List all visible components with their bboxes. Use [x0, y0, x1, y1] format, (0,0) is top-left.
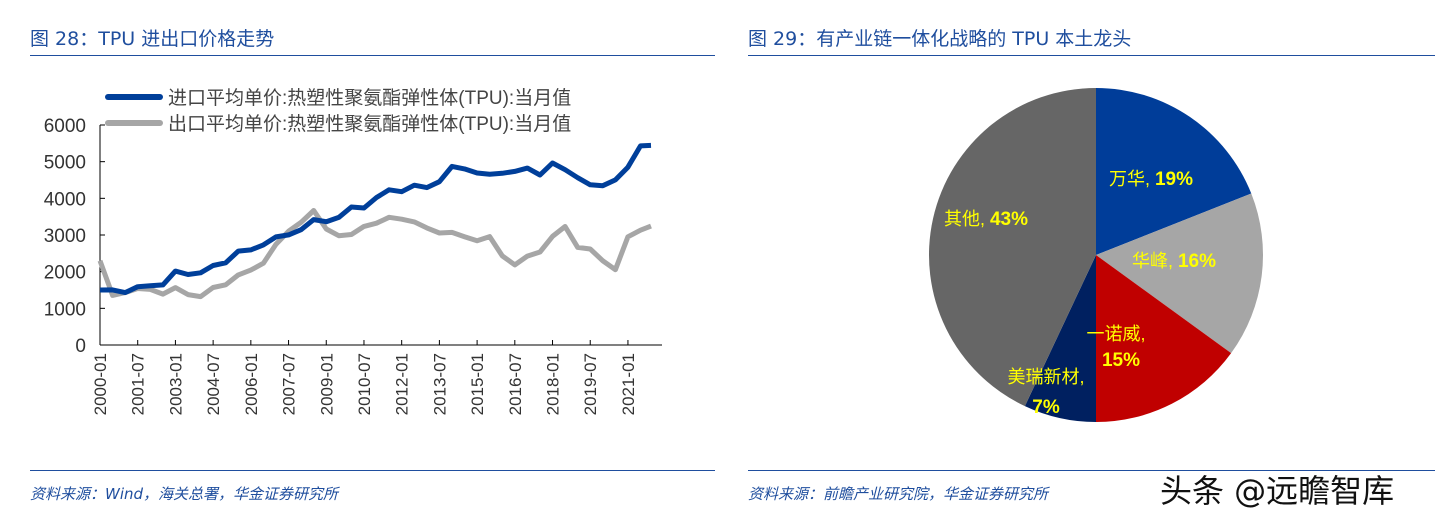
pie-chart: 系列1万华, 19%华峰, 16%一诺威,15%美瑞新材,7%其他, 43%	[929, 88, 1263, 422]
x-tick-label: 2018-01	[544, 353, 563, 415]
pie-slice	[1096, 255, 1232, 422]
x-tick-label: 2019-07	[581, 353, 600, 415]
pie-slice	[929, 88, 1096, 407]
x-tick-label: 2012-01	[393, 353, 412, 415]
x-tick-label: 2015-01	[468, 353, 487, 415]
right-figure-title: 图 29：有产业链一体化战略的 TPU 本土龙头	[748, 28, 1132, 50]
series-line	[97, 208, 652, 300]
slice-value: 43%	[990, 209, 1028, 230]
slice-label: 其他, 43%	[944, 209, 1028, 230]
divider	[30, 470, 715, 471]
legend-label: 出口平均单价:热塑性聚氨酯弹性体(TPU):当月值	[168, 113, 571, 135]
slice-value: 7%	[1032, 397, 1060, 418]
legend-label: 进口平均单价:热塑性聚氨酯弹性体(TPU):当月值	[168, 87, 571, 109]
divider	[748, 470, 1435, 471]
x-tick-label: 2010-07	[355, 353, 374, 415]
divider	[30, 55, 715, 56]
y-tick-label: 5000	[44, 153, 86, 174]
y-tick-label: 6000	[44, 116, 86, 137]
pie-slice	[1024, 255, 1096, 422]
y-tick-label: 3000	[44, 226, 86, 247]
y-tick-label: 2000	[44, 263, 86, 284]
x-tick-label: 2013-07	[430, 353, 449, 415]
pie-slice	[1096, 88, 1252, 255]
right-source: 资料来源：前瞻产业研究院，华金证券研究所	[748, 485, 1049, 503]
y-tick-label: 1000	[44, 299, 86, 320]
pie-slice	[1096, 193, 1263, 354]
x-tick-label: 2009-01	[317, 353, 336, 415]
x-tick-label: 2000-01	[91, 353, 110, 415]
x-tick-label: 2004-07	[204, 353, 223, 415]
slice-label: 华峰, 16%	[1132, 251, 1216, 272]
watermark: 头条 @远瞻智库	[1160, 472, 1395, 510]
line-chart: 0 1000 2000 3000 4000 5000 6000 2000-01 2001-07 2…	[44, 87, 662, 415]
divider	[748, 55, 1435, 56]
slice-label: 美瑞新材,	[1007, 367, 1084, 387]
x-tick-label: 2006-01	[242, 353, 261, 415]
x-tick-label: 2003-01	[166, 353, 185, 415]
x-tick-label: 2007-07	[280, 353, 299, 415]
slice-value: 16%	[1178, 251, 1216, 272]
x-tick-label: 2016-07	[506, 353, 525, 415]
slice-value: 19%	[1155, 169, 1193, 190]
y-tick-label: 4000	[44, 189, 86, 210]
slice-label: 万华, 19%	[1109, 169, 1193, 190]
x-tick-label: 2001-07	[129, 353, 148, 415]
y-tick-label: 0	[75, 336, 86, 357]
slice-label: 一诺威,	[1086, 324, 1145, 344]
left-source: 资料来源：Wind，海关总署，华金证券研究所	[30, 485, 339, 503]
series-line	[99, 142, 652, 296]
left-figure-title: 图 28：TPU 进出口价格走势	[30, 28, 275, 50]
slice-value: 15%	[1102, 350, 1140, 371]
x-tick-label: 2021-01	[619, 353, 638, 415]
